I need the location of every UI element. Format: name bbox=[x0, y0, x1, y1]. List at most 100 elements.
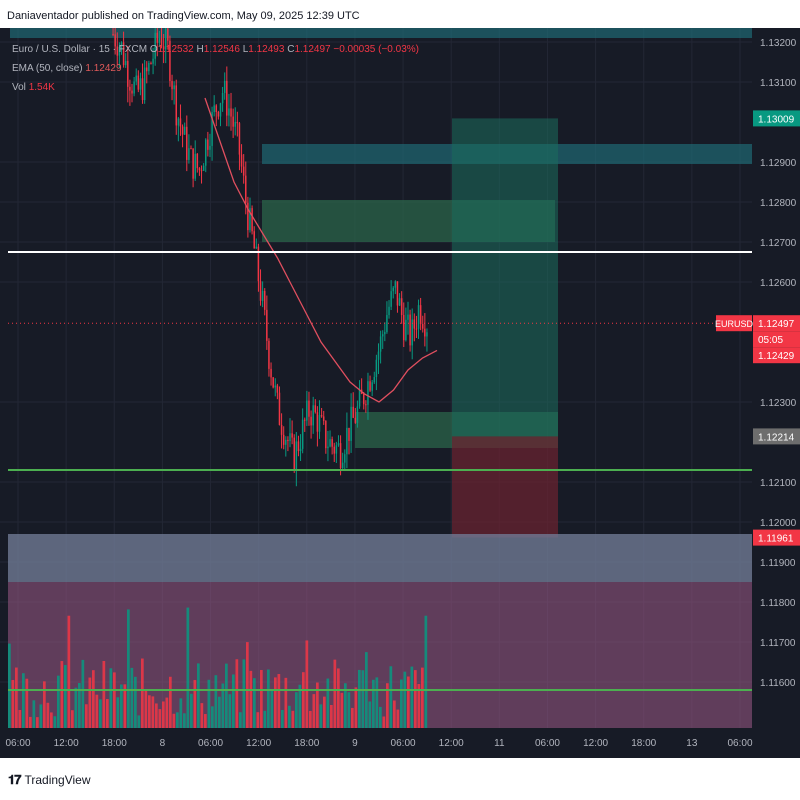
candle-body bbox=[398, 298, 401, 306]
volume-bar bbox=[386, 683, 389, 728]
volume-bar bbox=[375, 677, 379, 728]
candle-body bbox=[152, 58, 154, 64]
volume-bar bbox=[267, 669, 270, 728]
volume-bar bbox=[305, 640, 309, 728]
candle-body bbox=[371, 382, 373, 391]
volume-bar bbox=[309, 710, 312, 728]
candle-body bbox=[379, 336, 382, 352]
change-value: −0.00035 (−0.03%) bbox=[333, 44, 419, 55]
tradingview-logo-icon: 𝟏𝟕 bbox=[8, 772, 22, 787]
candle-body bbox=[190, 148, 192, 150]
candle-body bbox=[362, 393, 365, 405]
volume-bar bbox=[361, 670, 365, 728]
low-label: L bbox=[242, 44, 249, 55]
legend-ema-row: EMA (50, close) 1.12429 bbox=[12, 63, 122, 74]
x-tick-label: 18:00 bbox=[294, 738, 319, 749]
volume-bar bbox=[389, 666, 393, 728]
volume-bar bbox=[57, 675, 60, 728]
volume-bar bbox=[67, 615, 71, 728]
footer: 𝟏𝟕 TradingView bbox=[0, 758, 800, 800]
candle-body bbox=[388, 306, 390, 316]
last-price-label: 1.12497 bbox=[758, 319, 795, 330]
volume-bar bbox=[344, 683, 347, 728]
candle-body bbox=[295, 441, 298, 471]
y-tick-label: 1.12100 bbox=[760, 478, 797, 489]
volume-bar bbox=[291, 710, 295, 728]
time-axis bbox=[0, 728, 800, 758]
price-chart[interactable]: 1.13200 1.13100 1.12900 1.12800 1.12700 1.126… bbox=[0, 28, 800, 758]
stop-label: 1.11961 bbox=[758, 534, 794, 545]
y-tick-label: 1.12700 bbox=[760, 238, 797, 249]
candle-body bbox=[200, 170, 203, 172]
candle-body bbox=[392, 287, 394, 292]
candle-body bbox=[394, 281, 397, 288]
candle-body bbox=[421, 324, 424, 329]
x-tick-label: 9 bbox=[352, 738, 358, 749]
volume-bar bbox=[204, 714, 207, 728]
ema-label: EMA (50, close) bbox=[12, 63, 83, 74]
candle-body bbox=[146, 67, 148, 72]
candle-body bbox=[365, 404, 367, 406]
entry-label: 1.12214 bbox=[758, 432, 795, 443]
volume-bar bbox=[337, 668, 340, 728]
candle-body bbox=[133, 81, 135, 94]
vol-value: 1.54K bbox=[28, 82, 55, 93]
close-label: C bbox=[287, 44, 295, 55]
candle-body bbox=[407, 314, 409, 320]
candle-body bbox=[278, 392, 281, 425]
volume-bar bbox=[288, 705, 291, 728]
candle-body bbox=[236, 121, 239, 124]
volume-bar bbox=[162, 701, 165, 728]
candle-body bbox=[143, 67, 146, 101]
candle-body bbox=[415, 328, 418, 330]
candle-body bbox=[348, 427, 350, 441]
volume-bar bbox=[326, 678, 330, 728]
candle-body bbox=[173, 85, 175, 90]
candle-body bbox=[223, 80, 226, 93]
volume-bar bbox=[400, 679, 403, 728]
candle-body bbox=[352, 406, 354, 418]
candle-body bbox=[211, 112, 213, 146]
candle-body bbox=[287, 439, 289, 442]
candle-body bbox=[135, 75, 137, 82]
candle-body bbox=[167, 28, 169, 41]
volume-bar bbox=[53, 716, 57, 728]
volume-bar bbox=[95, 694, 99, 728]
volume-bar bbox=[270, 689, 274, 728]
candle-body bbox=[369, 381, 371, 391]
candle-body bbox=[367, 381, 369, 405]
candle-body bbox=[381, 334, 384, 337]
candle-body bbox=[327, 446, 329, 449]
chart-panel[interactable]: 1.13200 1.13100 1.12900 1.12800 1.12700 1.126… bbox=[0, 28, 800, 758]
volume-bar bbox=[123, 684, 127, 728]
candle-body bbox=[350, 406, 352, 441]
volume-bar bbox=[99, 699, 102, 728]
y-tick-label: 1.12000 bbox=[760, 518, 797, 529]
candle-body bbox=[188, 148, 190, 160]
volume-bar bbox=[347, 692, 351, 728]
candle-body bbox=[346, 427, 348, 455]
volume-bar bbox=[92, 670, 95, 728]
candle-body bbox=[175, 85, 178, 126]
ema-label-box bbox=[753, 347, 800, 364]
volume-bar bbox=[225, 663, 228, 728]
volume-bar bbox=[396, 709, 400, 728]
candle-body bbox=[186, 126, 188, 160]
candle-body bbox=[384, 332, 386, 335]
volume-bar bbox=[18, 709, 22, 728]
volume-bar bbox=[190, 693, 193, 728]
tradingview-logo[interactable]: 𝟏𝟕 TradingView bbox=[8, 772, 91, 788]
candle-body bbox=[124, 60, 127, 66]
candle-body bbox=[312, 405, 314, 426]
y-tick-label: 1.13200 bbox=[760, 38, 797, 49]
volume-bar bbox=[221, 683, 225, 728]
volume-bar bbox=[179, 698, 183, 728]
candle-body bbox=[310, 416, 312, 426]
volume-bar bbox=[295, 692, 298, 728]
candle-body bbox=[169, 40, 171, 82]
candle-body bbox=[341, 462, 344, 468]
volume-bar bbox=[256, 712, 260, 728]
candle-body bbox=[337, 443, 340, 446]
candle-body bbox=[329, 439, 331, 447]
candle-body bbox=[150, 62, 152, 64]
